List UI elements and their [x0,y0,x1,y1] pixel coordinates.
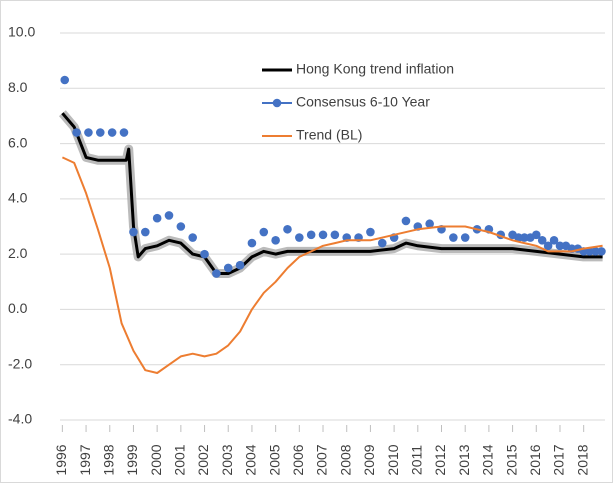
legend-label: Consensus 6-10 Year [296,94,430,110]
marker [164,211,174,220]
marker [152,213,162,223]
marker [200,249,209,259]
marker [235,260,245,270]
marker [72,128,81,137]
marker [585,247,594,256]
x-tick-label: 2016 [527,444,543,475]
x-tick-label: 2007 [314,444,330,475]
marker [129,227,138,237]
marker [212,269,221,278]
y-tick-label: -4.0 [8,411,32,427]
marker [283,224,292,234]
marker [425,219,434,229]
marker [366,227,375,237]
marker [141,227,150,237]
marker [449,233,458,242]
x-tick-label: 1999 [124,444,140,475]
x-tick-label: 2003 [219,444,235,475]
x-tick-label: 2002 [195,444,211,475]
marker [95,128,105,137]
x-tick-label: 2005 [266,444,282,475]
marker [597,247,606,256]
y-tick-label: 2.0 [8,245,28,261]
x-tick-label: 2011 [409,445,425,475]
marker [555,241,565,251]
x-tick-label: 2000 [148,444,164,475]
marker [60,75,70,85]
x-tick-label: 1998 [100,444,116,475]
y-tick-label: 8.0 [8,79,28,95]
marker [176,222,186,231]
x-tick-label: 2009 [361,444,377,475]
x-tick-label: 2012 [432,444,448,475]
x-tick-label: 2006 [290,444,306,475]
marker [520,233,529,242]
x-tick-label: 2013 [456,444,472,475]
y-tick-label: 6.0 [8,134,28,150]
y-tick-label: 0.0 [8,300,28,316]
line [61,112,603,275]
marker [188,233,197,242]
marker [306,230,316,240]
marker [330,230,340,240]
legend-marker [272,98,282,108]
x-tick-label: 2017 [551,444,567,475]
marker [84,128,93,137]
line [61,156,603,374]
marker [223,263,233,273]
marker [401,216,411,226]
x-tick-label: 1997 [77,444,93,475]
marker [537,236,547,245]
x-tick-label: 2010 [385,444,401,475]
x-tick-label: 2014 [480,444,496,475]
marker [549,236,559,245]
marker [119,128,129,137]
marker [247,238,257,248]
y-tick-label: -2.0 [8,355,32,371]
y-tick-label: 4.0 [8,190,28,206]
marker [107,128,117,137]
marker [318,230,328,240]
marker [259,227,269,237]
marker [377,238,387,248]
x-tick-label: 2004 [243,444,259,475]
x-tick-label: 2001 [172,444,188,475]
marker [591,247,600,256]
marker [460,233,470,242]
legend-label: Hong Kong trend inflation [296,61,454,77]
legend-label: Trend (BL) [296,127,362,143]
x-tick-label: 2018 [574,444,590,475]
x-tick-label: 2015 [503,444,519,475]
marker [543,241,553,251]
x-tick-label: 2008 [337,444,353,475]
marker [514,233,523,242]
y-tick-label: 10.0 [8,24,35,40]
x-tick-label: 1996 [53,444,69,475]
marker [271,236,280,245]
marker [531,230,541,240]
marker [295,233,304,242]
